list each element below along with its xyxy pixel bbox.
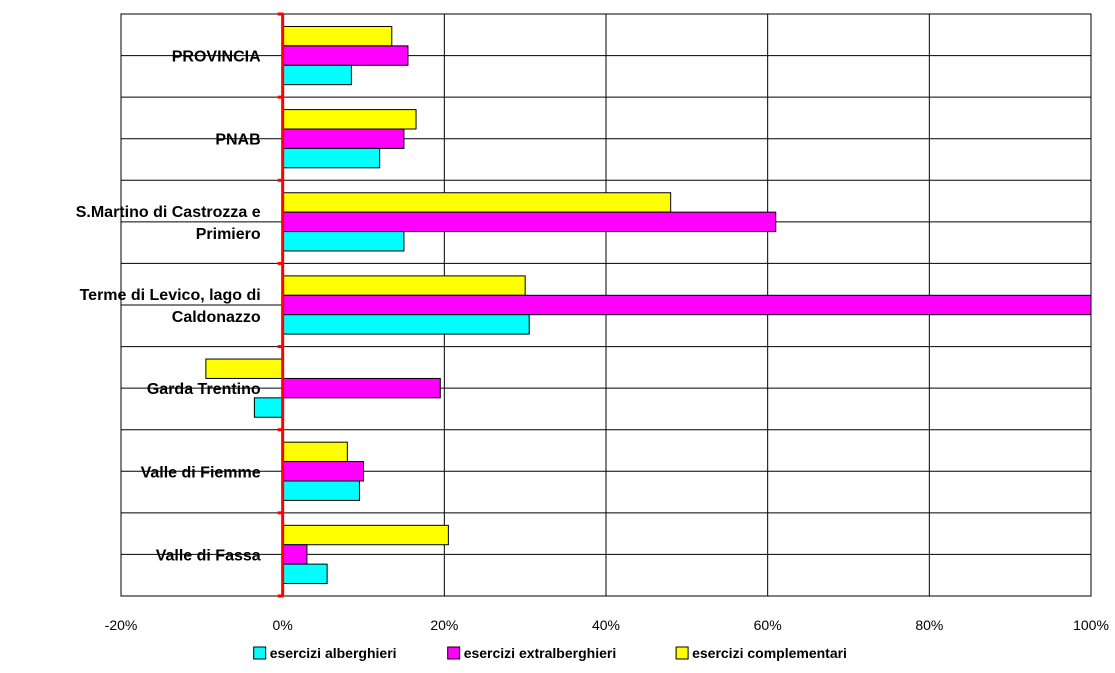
bar-esercizi-extralberghieri: [282, 544, 308, 565]
axes: -20% 0% 20% 40% 60% 80% 100%: [105, 12, 1109, 633]
category-label: PROVINCIA: [172, 49, 261, 66]
bar-esercizi-alberghieri: [282, 231, 405, 252]
bar-esercizi-complementari: [282, 25, 393, 47]
x-tick-label: 0%: [273, 617, 293, 633]
category-label: PNAB: [215, 132, 260, 149]
bar-esercizi-complementari: [282, 275, 526, 296]
bar-esercizi-extralberghieri: [282, 45, 409, 66]
bar-esercizi-extralberghieri: [282, 377, 441, 399]
category-label: Caldonazzo: [172, 309, 261, 326]
x-tick-label: 20%: [430, 617, 458, 633]
bar-esercizi-complementari: [282, 441, 348, 463]
category-labels: PROVINCIA PNAB S.Martino di Castrozza e Pri…: [76, 49, 261, 565]
bar-esercizi-complementari: [205, 358, 284, 379]
legend-label: esercizi alberghieri: [270, 645, 397, 661]
bar-esercizi-extralberghieri: [282, 128, 405, 149]
bar-esercizi-alberghieri: [282, 64, 352, 86]
category-label: S.Martino di Castrozza e: [76, 204, 261, 221]
bar-esercizi-alberghieri: [282, 147, 381, 169]
x-tick-label: -20%: [105, 617, 138, 633]
bars: [205, 25, 1092, 585]
legend-swatch: [253, 646, 267, 660]
legend-label: esercizi extralberghieri: [464, 645, 617, 661]
x-tick-label: 100%: [1073, 617, 1109, 633]
bar-esercizi-complementari: [282, 192, 672, 213]
bar-esercizi-alberghieri: [282, 480, 360, 501]
legend-swatch: [447, 646, 461, 660]
bar-esercizi-alberghieri: [282, 314, 530, 335]
category-label: Valle di Fassa: [156, 547, 261, 564]
bar-esercizi-extralberghieri: [282, 461, 364, 482]
category-label: Primiero: [196, 226, 261, 243]
bar-esercizi-extralberghieri: [282, 211, 777, 233]
x-tick-label: 60%: [754, 617, 782, 633]
category-label: Terme di Levico, lago di: [80, 287, 261, 304]
bar-esercizi-alberghieri: [253, 397, 284, 418]
category-label: Valle di Fiemme: [141, 464, 261, 481]
bar-esercizi-complementari: [282, 524, 449, 546]
legend-label: esercizi complementari: [692, 645, 847, 661]
x-tick-label: 40%: [592, 617, 620, 633]
legend-swatch: [675, 646, 689, 660]
legend: esercizi alberghieri esercizi extralbergh…: [253, 645, 847, 661]
bar-esercizi-extralberghieri: [282, 294, 1092, 316]
category-label: Garda Trentino: [147, 381, 261, 398]
bar-esercizi-complementari: [282, 109, 417, 130]
bar-esercizi-alberghieri: [282, 563, 328, 585]
x-tick-label: 80%: [915, 617, 943, 633]
